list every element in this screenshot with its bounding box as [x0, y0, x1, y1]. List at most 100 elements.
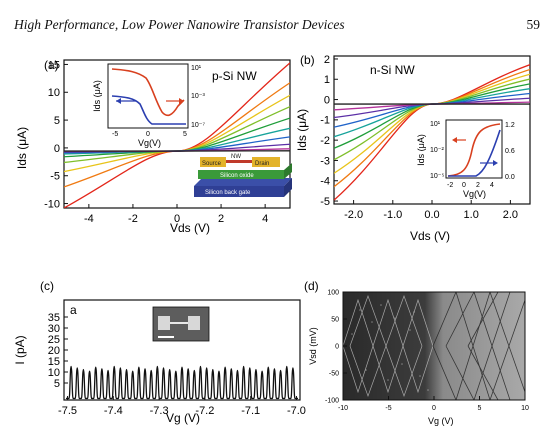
inset-a-xtick: 0	[146, 131, 150, 138]
y-tick-label: 10	[48, 87, 60, 99]
panel-a-label: (a)	[44, 58, 59, 72]
y-tick-label: 0	[335, 343, 339, 350]
arrow-right-icon	[493, 160, 498, 166]
panel-a-axes: -4 -2 0 2 4 15 10 5 0 -5 -10	[44, 59, 268, 225]
iv-curve	[334, 101, 530, 111]
y-tick-label: -5	[320, 196, 330, 208]
inset-b-curve-log	[447, 123, 501, 177]
y-tick-label: 30	[48, 323, 60, 335]
inset-b-y2tick: 0.6	[505, 148, 515, 155]
arrow-left-icon	[116, 98, 121, 104]
sem-inset	[152, 306, 210, 342]
schematic-nw-label: NW	[231, 154, 241, 160]
inset-b-xlabel: Vg(V)	[463, 189, 486, 199]
panel-a-title: p-Si NW	[212, 69, 257, 83]
panel-d-diamonds	[343, 292, 525, 400]
page-header: High Performance, Low Power Nanowire Tra…	[14, 17, 542, 37]
y-tick-label: 50	[331, 316, 339, 323]
x-tick-label: -2	[128, 213, 138, 225]
panel-c-ylabel: I (pA)	[13, 335, 27, 364]
panel-c-label: (c)	[40, 279, 54, 293]
schematic-gate-side	[284, 178, 292, 197]
x-tick-label: -5	[385, 405, 391, 412]
inset-a-y2tick: 10¹	[191, 65, 202, 72]
inset-a-frame	[107, 63, 189, 129]
panel-b-axes: -2.0 -1.0 0.0 1.0 2.0 2 1 0 -1 -2 -3 -4 -5	[320, 54, 518, 221]
inset-b-y2tick: 1.2	[505, 122, 515, 129]
schematic-oxide	[198, 170, 284, 179]
y-tick-label: -100	[325, 397, 339, 404]
y-tick-label: 20	[48, 345, 60, 357]
y-tick-label: 10	[48, 367, 60, 379]
schematic-drain-label: Drain	[255, 161, 269, 167]
inset-b-ylabel: Ids (μA)	[416, 134, 426, 166]
inset-a-xtick: 5	[183, 131, 187, 138]
inset-a-xlabel: Vg(V)	[138, 138, 161, 148]
x-tick-label: 5	[478, 405, 482, 412]
x-tick-label: 0.0	[424, 209, 439, 221]
x-tick-label: -7.1	[241, 405, 260, 417]
x-tick-label: -10	[338, 405, 348, 412]
panel-a: (a) -4 -2 0 2 4 15 10 5 0 -5 -10 p-Si NW Vds (V) I…	[15, 58, 292, 235]
y-tick-label: -3	[320, 155, 330, 167]
x-tick-label: 10	[521, 405, 529, 412]
panel-a-xlabel: Vds (V)	[170, 221, 210, 235]
inset-b-ytick: 10⁻⁵	[430, 173, 444, 180]
inset-b-y2tick: 0.0	[505, 174, 515, 181]
y-tick-label: 0	[324, 94, 330, 106]
inset-a-y2tick: 10⁻⁷	[191, 122, 205, 129]
inset-b-xtick: -2	[447, 182, 453, 189]
y-tick-label: 100	[327, 289, 339, 296]
panel-c-xlabel: Vg (V)	[166, 411, 200, 425]
x-tick-label: 4	[262, 213, 268, 225]
sem-nanowire	[170, 322, 188, 324]
y-tick-label: 25	[48, 334, 60, 346]
inset-b-xtick: 4	[490, 182, 494, 189]
y-tick-label: -2	[320, 135, 330, 147]
y-tick-label: -4	[320, 176, 330, 188]
panel-c-series	[66, 365, 298, 400]
panel-b-xlabel: Vds (V)	[410, 229, 450, 243]
x-tick-label: -1.0	[383, 209, 402, 221]
y-tick-label: -50	[329, 370, 339, 377]
x-tick-label: 2	[218, 213, 224, 225]
x-tick-label: -7.3	[150, 405, 169, 417]
schematic-drain	[252, 157, 280, 167]
y-tick-label: 15	[48, 59, 60, 71]
panel-d-ylabel: Vsd (mV)	[308, 327, 318, 365]
y-tick-label: 0	[54, 143, 60, 155]
page-number: 59	[526, 17, 541, 32]
y-tick-label: 2	[324, 54, 330, 66]
inset-b-ytick: 10⁻²	[430, 147, 444, 154]
panel-b-ylabel: Ids (μA)	[295, 109, 309, 151]
x-tick-label: -7.4	[104, 405, 123, 417]
panel-b: (b) -2.0 -1.0 0.0 1.0 2.0 2 1 0 -1 -2 -3 -4 -5 n-Si …	[295, 53, 531, 243]
x-tick-label: -2.0	[344, 209, 363, 221]
y-tick-label: 35	[48, 312, 60, 324]
inset-a-curve-log	[111, 68, 185, 117]
panel-a-series	[64, 62, 290, 208]
x-tick-label: 2.0	[503, 209, 518, 221]
x-tick-label: -4	[84, 213, 94, 225]
x-tick-label: -7.5	[58, 405, 77, 417]
sem-scale-bar	[158, 336, 174, 338]
inset-a-curve-linear	[111, 95, 186, 125]
schematic-source-label: Source	[202, 161, 222, 167]
inset-b-xtick: 0	[462, 182, 466, 189]
inset-a-y2tick: 10⁻³	[191, 93, 205, 100]
panel-a-ylabel: Ids (μA)	[15, 127, 29, 169]
panel-c: (c) a -7.5 -7.4 -7.3 -7.2 -7.1 -7.0 3530252015…	[13, 279, 306, 425]
x-tick-label: 0	[432, 405, 436, 412]
inset-a-xtick: -5	[112, 131, 118, 138]
schematic-oxide-side	[284, 163, 292, 179]
arrow-left-icon	[452, 137, 457, 143]
y-tick-label: -10	[44, 198, 60, 210]
x-tick-label: -7.0	[287, 405, 306, 417]
panel-a-inset: -5 0 5 Vg(V) Ids (μA) 10¹ 10⁻³ 10⁻⁷	[92, 63, 205, 148]
inset-b-ytick: 10¹	[430, 121, 441, 128]
inset-b-xtick: 2	[476, 182, 480, 189]
running-title: High Performance, Low Power Nanowire Tra…	[14, 17, 345, 32]
arrow-right-icon	[179, 98, 184, 104]
